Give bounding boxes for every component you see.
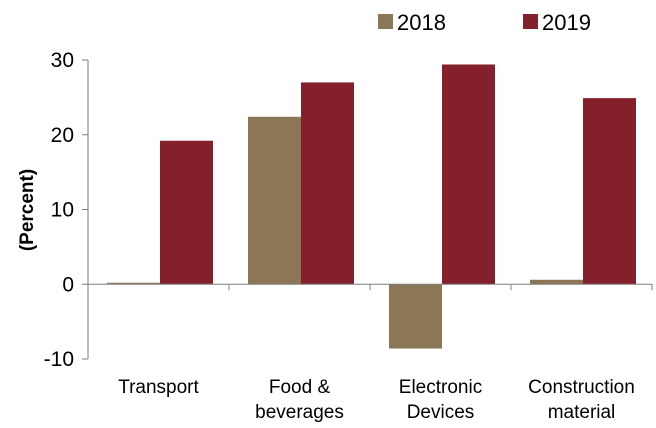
category-label: Construction <box>528 377 635 398</box>
bar-2019-2 <box>442 64 495 285</box>
legend: 2018 2019 <box>378 10 591 35</box>
bar-2018-1 <box>248 116 301 285</box>
y-tick-label: -10 <box>44 348 74 371</box>
category-label: Electronic <box>399 377 482 398</box>
bar-2019-1 <box>301 82 354 285</box>
y-tick-label: 10 <box>51 199 74 222</box>
category-label: beverages <box>255 402 344 423</box>
bar-2018-0 <box>107 282 160 285</box>
bars-group <box>107 64 636 349</box>
bar-2018-2 <box>389 284 442 349</box>
legend-swatch-2019 <box>523 14 538 29</box>
bar-2019-0 <box>160 140 213 285</box>
y-tick-label: 0 <box>62 273 74 296</box>
legend-swatch-2018 <box>378 14 393 29</box>
legend-label-2019: 2019 <box>542 10 591 35</box>
bar-2018-3 <box>530 279 583 285</box>
category-label: Devices <box>407 402 475 423</box>
bar-2019-3 <box>583 98 636 285</box>
category-label: Food & <box>269 377 331 398</box>
category-label: material <box>548 402 616 423</box>
y-tick-label: 20 <box>51 124 74 147</box>
y-axis-title: (Percent) <box>17 169 38 251</box>
category-label: Transport <box>118 377 199 398</box>
y-tick-label: 30 <box>51 49 74 72</box>
legend-label-2018: 2018 <box>397 10 446 35</box>
axes-group: -10 0 10 20 30 Transport Food & beverages Electr… <box>44 49 653 423</box>
